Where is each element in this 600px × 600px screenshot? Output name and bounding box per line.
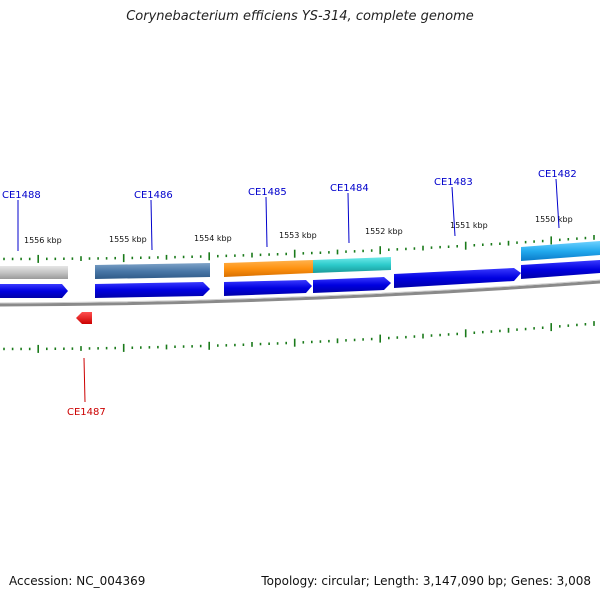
gene-label-ce1483[interactable]: CE1483 — [434, 177, 473, 188]
scale-labels: 1556 kbp 1555 kbp 1554 kbp 1553 kbp 1552… — [24, 215, 573, 245]
inner-ruler — [3, 321, 595, 353]
scale-label: 1552 kbp — [365, 227, 403, 236]
gene-label-ce1486[interactable]: CE1486 — [134, 190, 173, 201]
cog-track — [0, 241, 600, 279]
gene-arrow-ce1485[interactable] — [224, 280, 312, 296]
accession-text: Accession: NC_004369 — [9, 574, 146, 588]
gene-arrow-ce1483[interactable] — [394, 268, 521, 288]
scale-label: 1551 kbp — [450, 221, 488, 230]
gene-leaders — [17, 178, 560, 403]
scale-label: 1553 kbp — [279, 231, 317, 240]
gene-arrow-ce1488[interactable] — [0, 284, 68, 298]
gene-bar-ce1486[interactable] — [95, 263, 210, 279]
outer-ruler — [3, 235, 595, 263]
gene-label-ce1485[interactable]: CE1485 — [248, 187, 287, 198]
gene-arrow-ce1486[interactable] — [95, 282, 210, 298]
scale-label: 1554 kbp — [194, 234, 232, 243]
gene-arrow-ce1484[interactable] — [313, 277, 391, 293]
gene-arrow-ce1487[interactable] — [76, 312, 92, 324]
gene-labels: CE1488 CE1486 CE1485 CE1484 CE1483 CE148… — [2, 169, 577, 418]
forward-strand-track — [0, 260, 600, 298]
scale-label: 1555 kbp — [109, 235, 147, 244]
gene-label-ce1487[interactable]: CE1487 — [67, 407, 106, 418]
map-title: Corynebacterium efficiens YS-314, comple… — [126, 9, 474, 24]
gene-bar-ce1484[interactable] — [313, 257, 391, 273]
gene-label-ce1488[interactable]: CE1488 — [2, 190, 41, 201]
genome-backbone — [0, 280, 600, 307]
scale-label: 1556 kbp — [24, 236, 62, 245]
gene-bar-ce1485[interactable] — [224, 260, 313, 277]
gene-arrow-ce1482[interactable] — [521, 260, 600, 279]
scale-label: 1550 kbp — [535, 215, 573, 224]
gene-label-ce1482[interactable]: CE1482 — [538, 169, 577, 180]
gene-label-ce1484[interactable]: CE1484 — [330, 183, 369, 194]
genome-info-text: Topology: circular; Length: 3,147,090 bp… — [261, 574, 591, 588]
gene-bar-ce1482[interactable] — [521, 241, 600, 261]
gene-bar-ce1488[interactable] — [0, 266, 68, 279]
